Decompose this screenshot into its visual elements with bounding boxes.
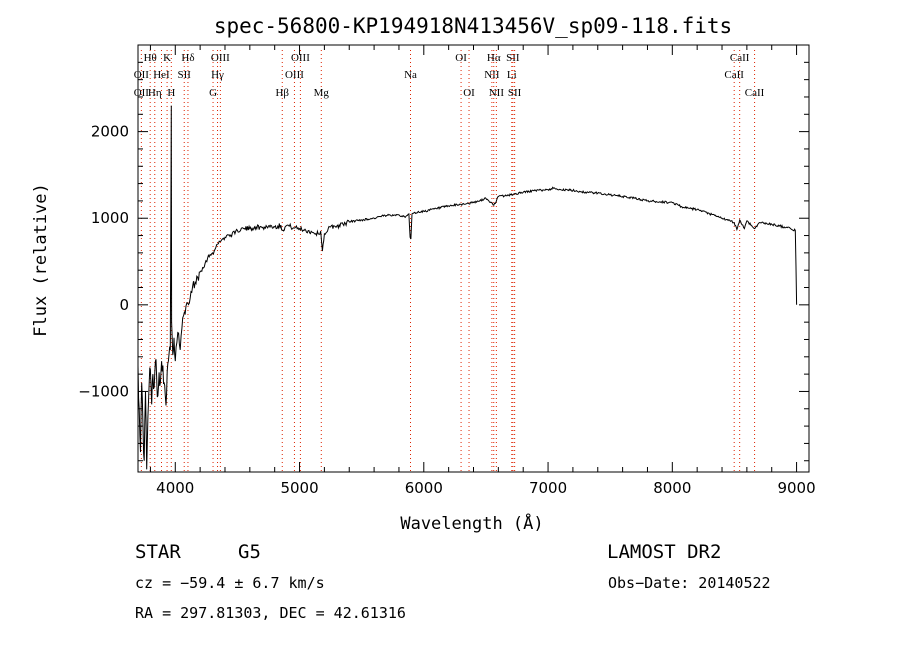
subclass-label: G5 <box>238 541 261 563</box>
line-label: SII <box>508 87 522 99</box>
line-label: Hη <box>148 87 162 99</box>
line-label: Hθ <box>144 52 157 64</box>
axes: 4000 5000 6000 7000 8000 9000 −1000 0 1000 2000 <box>78 45 816 497</box>
x-tick-label: 8000 <box>653 479 691 497</box>
line-label: Li <box>507 69 517 81</box>
spectrum-line <box>137 105 798 470</box>
redshift-text: cz = −59.4 ± 6.7 km/s <box>135 574 325 592</box>
line-label: NII <box>484 69 500 81</box>
line-label: OIII <box>211 52 230 64</box>
x-tick-label: 7000 <box>529 479 567 497</box>
line-label: OI <box>455 52 467 64</box>
coordinates-text: RA = 297.81303, DEC = 42.61316 <box>135 604 406 622</box>
y-tick-label: 1000 <box>91 209 129 227</box>
line-label: SII <box>506 52 520 64</box>
line-label: K <box>163 52 171 64</box>
spectral-line-markers: OIIOIIHθHηHeIKHHδSIIGHγOIIIHβOIIIOIIIMgN… <box>134 50 765 472</box>
line-label: Hβ <box>275 87 289 99</box>
line-label: Mg <box>314 87 330 99</box>
y-tick-label: 0 <box>119 296 129 314</box>
plot-area <box>137 105 798 470</box>
line-label: CaII <box>730 52 750 64</box>
line-label: Hδ <box>181 52 194 64</box>
x-tick-label: 4000 <box>156 479 194 497</box>
x-tick-label: 9000 <box>777 479 815 497</box>
x-tick-label: 6000 <box>405 479 443 497</box>
y-tick-label: 2000 <box>91 123 129 141</box>
line-label: H <box>167 87 175 99</box>
class-label: STAR <box>135 541 181 563</box>
survey-label: LAMOST DR2 <box>607 541 722 563</box>
line-label: SII <box>177 69 191 81</box>
x-axis-label: Wavelength (Å) <box>400 512 543 534</box>
line-label: OIII <box>291 52 310 64</box>
y-tick-label: −1000 <box>78 382 129 400</box>
line-label: Na <box>404 69 417 81</box>
line-label: NII <box>489 87 505 99</box>
line-label: OI <box>463 87 475 99</box>
line-label: OIII <box>285 69 304 81</box>
line-label: Hγ <box>211 69 224 81</box>
line-label: CaII <box>745 87 765 99</box>
line-label: Hα <box>487 52 501 64</box>
chart-title: spec-56800-KP194918N413456V_sp09-118.fit… <box>214 14 732 38</box>
line-label: HeI <box>153 69 170 81</box>
plot-frame <box>137 44 810 473</box>
line-label: G <box>209 87 217 99</box>
obs-date-text: Obs−Date: 20140522 <box>608 574 771 592</box>
y-axis-label: Flux (relative) <box>31 183 51 337</box>
line-label: CaII <box>724 69 744 81</box>
x-tick-label: 5000 <box>280 479 318 497</box>
